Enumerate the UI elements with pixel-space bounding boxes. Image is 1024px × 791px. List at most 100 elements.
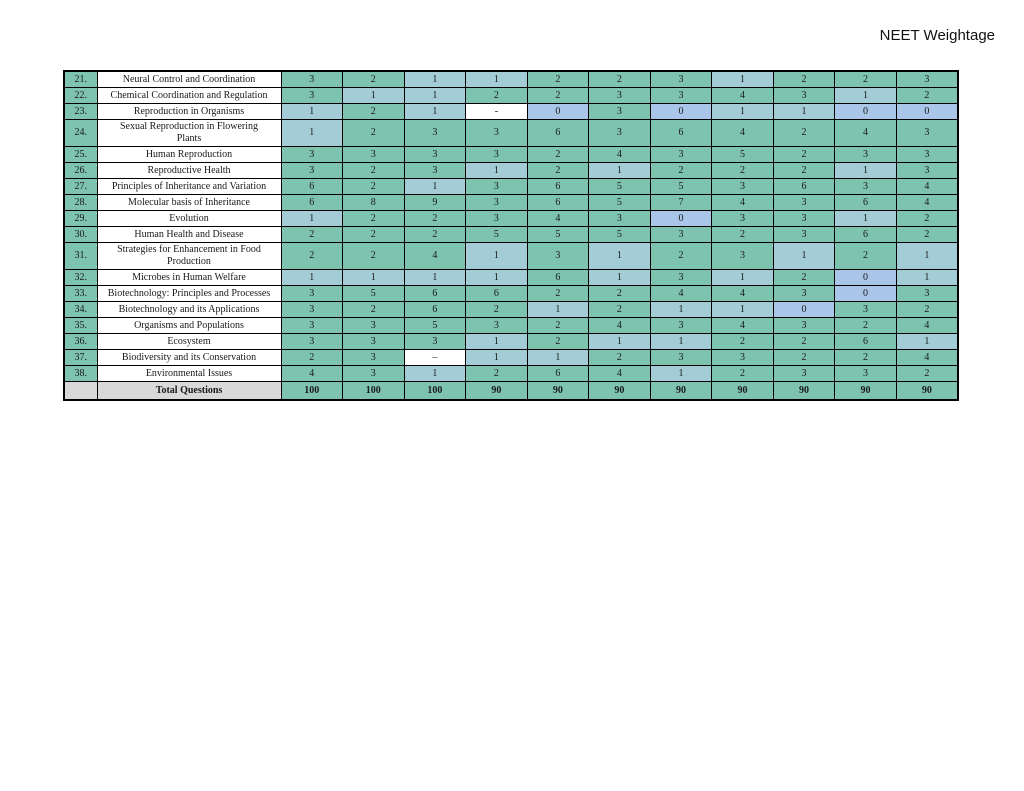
value-cell: 1 bbox=[403, 70, 467, 88]
row-number-cell: 37. bbox=[63, 349, 98, 366]
value-cell: 3 bbox=[772, 87, 836, 104]
value-cell: 2 bbox=[342, 119, 405, 147]
value-cell: 3 bbox=[772, 317, 836, 334]
value-cell: 2 bbox=[711, 226, 774, 243]
value-cell: 1 bbox=[588, 242, 651, 270]
value-cell: 3 bbox=[465, 210, 528, 227]
value-cell: 0 bbox=[649, 103, 713, 120]
value-cell: 1 bbox=[465, 162, 528, 179]
table-row: 37. Biodiversity and its Conservation 2 3–1… bbox=[63, 349, 959, 366]
row-number-cell: 22. bbox=[63, 87, 98, 104]
value-cell: 1 bbox=[465, 333, 528, 350]
value-cell: 3 bbox=[895, 146, 959, 163]
value-cell: 2 bbox=[772, 162, 836, 179]
value-cell: 3 bbox=[588, 119, 651, 147]
value-cell: 5 bbox=[403, 317, 467, 334]
value-cell: 3 bbox=[280, 162, 344, 179]
value-cell: 6 bbox=[465, 285, 528, 302]
table-row: 27. Principles of Inheritance and Variati… bbox=[63, 178, 959, 195]
chapter-name-cell: Strategies for Enhancement in Food Produ… bbox=[96, 242, 282, 270]
value-cell: 5 bbox=[588, 194, 651, 211]
value-cell: 2 bbox=[895, 87, 959, 104]
row-number-cell: 24. bbox=[63, 119, 98, 147]
value-cell: 5 bbox=[649, 178, 713, 195]
value-cell: 3 bbox=[280, 70, 344, 88]
value-cell: 1 bbox=[895, 242, 959, 270]
value-cell: 3 bbox=[711, 349, 774, 366]
value-cell: 2 bbox=[588, 70, 651, 88]
value-cell: 4 bbox=[895, 317, 959, 334]
value-cell: 1 bbox=[465, 349, 528, 366]
value-cell: 4 bbox=[588, 146, 651, 163]
value-cell: 1 bbox=[280, 103, 344, 120]
value-cell: 1 bbox=[403, 365, 467, 382]
table-row: 34. Biotechnology and its Applications 3 2 6… bbox=[63, 301, 959, 318]
value-cell: 2 bbox=[895, 226, 959, 243]
value-cell: 8 bbox=[342, 194, 405, 211]
value-cell: 3 bbox=[649, 87, 713, 104]
value-cell: 3 bbox=[895, 119, 959, 147]
value-cell: 3 bbox=[649, 146, 713, 163]
value-cell: 3 bbox=[465, 146, 528, 163]
row-number-cell: 30. bbox=[63, 226, 98, 243]
total-label-cell: Total Questions bbox=[96, 381, 282, 401]
value-cell: 7 bbox=[649, 194, 713, 211]
value-cell: 1 bbox=[280, 269, 344, 286]
value-cell: 2 bbox=[834, 349, 897, 366]
value-cell: 2 bbox=[588, 285, 651, 302]
value-cell: 2 bbox=[588, 301, 651, 318]
value-cell: 2 bbox=[342, 162, 405, 179]
total-value-cell: 100 bbox=[403, 381, 467, 401]
table-row: 29. Evolution 1 2 2 3 4 3 0 3 3 1 2 bbox=[63, 210, 959, 227]
value-cell: 4 bbox=[280, 365, 344, 382]
value-cell: 3 bbox=[588, 103, 651, 120]
value-cell: 4 bbox=[588, 365, 651, 382]
value-cell: 3 bbox=[711, 242, 774, 270]
value-cell: 5 bbox=[342, 285, 405, 302]
value-cell: 3 bbox=[834, 365, 897, 382]
value-cell: 0 bbox=[895, 103, 959, 120]
value-cell: 2 bbox=[834, 70, 897, 88]
value-cell: 2 bbox=[342, 178, 405, 195]
chapter-name-cell: Principles of Inheritance and Variation bbox=[96, 178, 282, 195]
value-cell: 6 bbox=[526, 178, 590, 195]
value-cell: 4 bbox=[711, 119, 774, 147]
row-number-cell: 26. bbox=[63, 162, 98, 179]
value-cell: 1 bbox=[588, 333, 651, 350]
value-cell: 4 bbox=[588, 317, 651, 334]
value-cell: 6 bbox=[526, 194, 590, 211]
value-cell: 3 bbox=[465, 317, 528, 334]
value-cell: 3 bbox=[772, 365, 836, 382]
value-cell: 4 bbox=[895, 178, 959, 195]
table-row: 35. Organisms and Populations 3 3 5 3 2 4 3 4 3 2 4 bbox=[63, 317, 959, 334]
row-number-cell: 23. bbox=[63, 103, 98, 120]
value-cell: 2 bbox=[342, 301, 405, 318]
value-cell: 2 bbox=[280, 226, 344, 243]
page-title: NEET Weightage bbox=[879, 27, 995, 44]
value-cell: 2 bbox=[649, 242, 713, 270]
value-cell: 2 bbox=[834, 242, 897, 270]
total-row: Total Questions 100 100 100 90 90 90 90 90 90 90 90 bbox=[63, 381, 959, 401]
value-cell: 4 bbox=[895, 194, 959, 211]
row-number-cell: 35. bbox=[63, 317, 98, 334]
value-cell: 1 bbox=[280, 119, 344, 147]
chapter-name-cell: Chemical Coordination and Regulation bbox=[96, 87, 282, 104]
row-number-cell: 27. bbox=[63, 178, 98, 195]
value-cell: 2 bbox=[342, 70, 405, 88]
chapter-name-cell: Reproduction in Organisms bbox=[96, 103, 282, 120]
value-cell: 3 bbox=[465, 119, 528, 147]
value-cell: 1 bbox=[588, 269, 651, 286]
value-cell: 2 bbox=[403, 210, 467, 227]
value-cell: 2 bbox=[772, 70, 836, 88]
table-row: 23. Reproduction in Organisms 1 2 1-0 3 0 1 1 0 0 bbox=[63, 103, 959, 120]
value-cell: 1 bbox=[465, 269, 528, 286]
value-cell: 2 bbox=[342, 226, 405, 243]
row-number-cell: 28. bbox=[63, 194, 98, 211]
table-row: 25. Human Reproduction 3 3 3 3 2 4 3 5 2 3 3 bbox=[63, 146, 959, 163]
row-number-cell: 29. bbox=[63, 210, 98, 227]
value-cell: 6 bbox=[280, 194, 344, 211]
value-cell: 2 bbox=[772, 146, 836, 163]
value-cell: 3 bbox=[649, 269, 713, 286]
chapter-name-cell: Environmental Issues bbox=[96, 365, 282, 382]
